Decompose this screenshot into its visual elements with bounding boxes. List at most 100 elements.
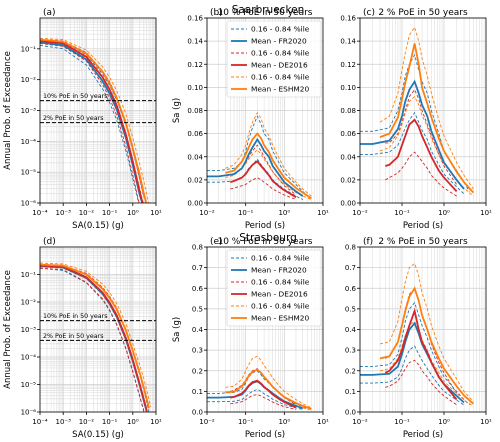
- y-tick-label: 0.04: [340, 153, 356, 161]
- eshm-mean-line: [40, 263, 150, 409]
- y-tick-label: 0.16: [187, 15, 203, 23]
- eshm-band-line: [40, 41, 144, 203]
- eshm-band-line: [379, 262, 474, 403]
- fr-band-line: [360, 345, 465, 406]
- eshm-band-line: [225, 355, 312, 409]
- de-band-line: [40, 42, 140, 203]
- y-tick-label: 0.4: [192, 326, 204, 334]
- y-tick-label: 0.5: [192, 305, 203, 313]
- y-tick-label: 10⁻³: [21, 107, 37, 115]
- de-mean-line: [40, 40, 144, 203]
- x-tick-label: 10¹: [150, 418, 162, 426]
- x-tick-label: 10⁰: [127, 209, 139, 217]
- y-tick-label: 0.16: [340, 15, 356, 23]
- series-group: [40, 37, 149, 203]
- panel-label: (c): [363, 8, 375, 18]
- y-axis-label: Annual Prob. of Exceedance: [3, 51, 13, 170]
- x-axis-label: Period (s): [245, 430, 285, 440]
- panel-label: (d): [43, 237, 56, 247]
- x-tick-label: 10¹: [480, 418, 492, 426]
- y-tick-label: 10⁻¹: [21, 45, 37, 53]
- de-band-line: [230, 144, 297, 196]
- panel-c: 10⁻² 10⁻¹ 10⁰ 10¹ 0.00 0.02 0.04 0.06 0.08 0.10 0.…: [340, 8, 492, 231]
- y-tick-label: 0.2: [345, 367, 356, 375]
- poe-label-2: 2% PoE in 50 years: [43, 333, 103, 340]
- x-tick-label: 10⁻¹: [238, 209, 254, 217]
- legend-label: Mean - FR2020: [251, 266, 307, 275]
- fr-band-line: [40, 267, 145, 412]
- row-title-saarbruecken: Saarbruecken: [232, 4, 305, 16]
- eshm-mean-line: [40, 38, 148, 203]
- panel-title: 10 % PoE in 50 years: [217, 8, 312, 18]
- legend-label: Mean - FR2020: [251, 37, 307, 46]
- grid: [39, 247, 156, 413]
- y-tick-label: 0.14: [340, 38, 356, 46]
- legend-label: 0.16 - 0.84 %ile: [251, 73, 310, 82]
- fr-mean-line: [207, 137, 304, 197]
- x-tick-label: 10⁻¹: [102, 418, 118, 426]
- eshm-band-line: [225, 111, 312, 197]
- x-tick-label: 10¹: [480, 209, 492, 217]
- eshm-band-line: [40, 37, 149, 203]
- y-tick-label: 0.10: [340, 84, 356, 92]
- panel-label: (e): [210, 237, 223, 247]
- y-tick-label: 10⁻²: [21, 299, 37, 307]
- y-tick-label: 10⁻²: [21, 76, 37, 84]
- panel-title: 2 % PoE in 50 years: [378, 237, 468, 247]
- x-tick-label: 10¹: [150, 209, 162, 217]
- y-tick-label: 0.8: [345, 244, 356, 252]
- y-tick-label: 10⁻⁶: [21, 409, 37, 417]
- y-tick-label: 0.08: [340, 107, 356, 115]
- x-tick-label: 10⁻³: [55, 209, 71, 217]
- y-axis-label: Sa (g): [172, 317, 182, 342]
- x-axis-label: Period (s): [403, 430, 443, 440]
- x-tick-label: 10⁰: [278, 418, 290, 426]
- series-group: [40, 262, 152, 412]
- series-group: [360, 262, 474, 407]
- y-axis-label: Sa (g): [172, 98, 182, 123]
- panel-e: 10⁻² 10⁻¹ 10⁰ 10¹ 0.0 0.1 0.2 0.3 0.4 0.5 0.6 0.7 0.…: [172, 237, 329, 440]
- grid: [359, 246, 486, 413]
- legend-label: 0.16 - 0.84 %ile: [251, 302, 310, 311]
- y-axis-label: Annual Prob. of Exceedance: [3, 270, 13, 389]
- eshm-mean-line: [379, 43, 475, 194]
- eshm-band-line: [379, 320, 474, 407]
- x-tick-label: 10¹: [317, 209, 329, 217]
- x-tick-label: 10⁻²: [199, 418, 215, 426]
- de-mean-line: [384, 307, 458, 401]
- legend-label: Mean - DE2016: [251, 290, 308, 299]
- y-tick-label: 0.4: [345, 326, 357, 334]
- panel-label: (b): [210, 8, 223, 18]
- eshm-mean-line: [225, 368, 312, 410]
- fr-band-line: [40, 44, 140, 203]
- y-tick-label: 0.3: [345, 347, 356, 355]
- x-axis-label: SA(0.15) (g): [72, 221, 124, 231]
- x-tick-label: 10⁻³: [55, 418, 71, 426]
- y-tick-label: 0.00: [187, 200, 203, 208]
- fr-mean-line: [40, 41, 144, 203]
- legend-box: [226, 249, 322, 327]
- y-tick-label: 0.3: [192, 347, 203, 355]
- x-tick-label: 10⁻¹: [394, 418, 410, 426]
- eshm-band-line: [40, 262, 152, 408]
- y-tick-label: 0.1: [345, 388, 356, 396]
- legend-label: 0.16 - 0.84 %ile: [251, 49, 310, 58]
- eshm-mean-line: [225, 132, 312, 200]
- panel-a: 10% PoE in 50 years 2% PoE in 50 years 10⁻…: [3, 8, 162, 231]
- y-tick-label: 0.02: [187, 176, 203, 184]
- y-tick-label: 0.0: [192, 409, 203, 417]
- legend-label: Mean - ESHM20: [251, 85, 309, 94]
- grid: [359, 17, 486, 204]
- x-axis-label: SA(0.15) (g): [72, 430, 124, 440]
- de-band-line: [230, 177, 297, 200]
- x-tick-label: 10⁻²: [352, 209, 368, 217]
- panel-b: 10⁻² 10⁻¹ 10⁰ 10¹ 0.00 0.02 0.04 0.06 0.08 0.10 0.…: [172, 8, 329, 231]
- fr-band-line: [207, 370, 308, 410]
- y-tick-label: 10⁻⁵: [21, 169, 37, 177]
- x-tick-label: 10⁰: [438, 418, 450, 426]
- y-tick-label: 0.7: [192, 264, 203, 272]
- y-tick-label: 10⁻³: [21, 326, 37, 334]
- panel-title: 2 % PoE in 50 years: [378, 8, 468, 18]
- y-tick-label: 0.5: [345, 305, 356, 313]
